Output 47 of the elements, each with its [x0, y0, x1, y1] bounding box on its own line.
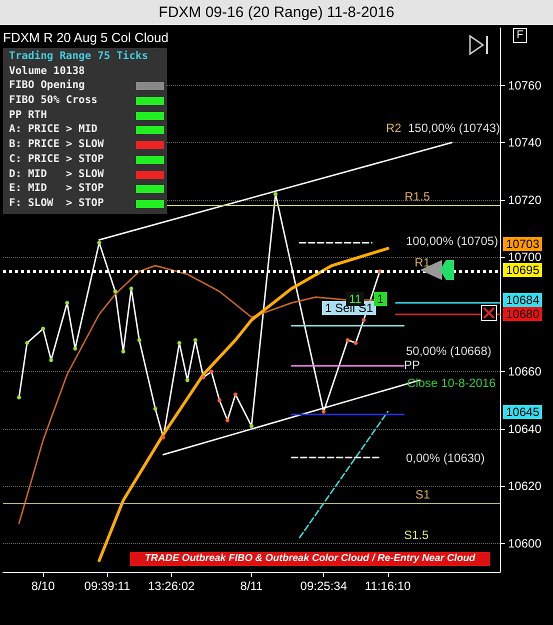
- text: 10645: [503, 405, 542, 419]
- annotation: B: PRICE > SLOW: [8, 138, 105, 152]
- text: F: [513, 28, 527, 43]
- x-tick-label: 09:25:34: [300, 579, 348, 593]
- annotation: D: MID > SLOW: [8, 168, 105, 182]
- y-tick-label: 10660: [508, 364, 542, 379]
- annotation: F: SLOW > STOP: [8, 196, 105, 211]
- x-tick-label: 13:26:02: [148, 579, 196, 593]
- annotation: 0,00% (10630): [406, 451, 485, 465]
- annotation: 150,00% (10743): [408, 121, 500, 135]
- annotation: E: MID > STOP: [8, 182, 105, 196]
- annotation: 1: [374, 292, 387, 306]
- x-tick-label: 8/10: [31, 579, 56, 593]
- x-tick-label: 11:16:10: [364, 579, 412, 593]
- ref-line-label: S1: [415, 487, 430, 502]
- y-tick-label: 10740: [508, 136, 542, 150]
- y-tick-label: 10620: [508, 479, 542, 494]
- y-tick-label: 10760: [508, 78, 542, 92]
- annotation: R2: [386, 121, 402, 135]
- text: 10703: [503, 237, 542, 251]
- annotation: FIBO Opening: [8, 79, 86, 94]
- chart-subtitle: FDXM R 20 Aug 5 Col Cloud: [3, 30, 168, 45]
- annotation: C: PRICE > STOP: [8, 152, 105, 167]
- annotation: Volume 10138: [8, 64, 86, 79]
- annotation: Close 10-8-2016: [407, 376, 496, 390]
- annotation: 50,00% (10668): [406, 344, 492, 358]
- ref-line-label: R1.5: [404, 190, 430, 204]
- annotation: PP RTH: [8, 108, 48, 123]
- x-tick-label: 09:39:11: [84, 579, 130, 593]
- annotation: A: PRICE > MID: [8, 123, 99, 138]
- annotation: 100,00% (10705): [406, 234, 498, 248]
- y-tick-label: 10720: [508, 192, 542, 207]
- text: 10684: [503, 293, 542, 307]
- annotation: Trading Range 75 Ticks: [8, 50, 150, 64]
- annotation: 11: [346, 292, 364, 306]
- annotation: FIBO 50% Cross: [8, 94, 99, 108]
- ref-line-label: R1: [414, 255, 430, 270]
- x-tick-label: 8/11: [240, 579, 264, 593]
- annotation: S1.5: [404, 528, 429, 542]
- text: 10695: [503, 263, 542, 277]
- text: 10680: [503, 307, 542, 321]
- y-tick-label: 10640: [508, 422, 542, 436]
- annotation: PP: [404, 358, 420, 372]
- y-tick-label: 10700: [508, 250, 542, 264]
- annotation: TRADE Outbreak FIBO & Outbreak Color Cloud / Re-Entry Near Cloud: [130, 552, 490, 566]
- chart-title: FDXM 09-16 (20 Range) 11-8-2016: [0, 0, 553, 25]
- y-tick-label: 10600: [508, 536, 542, 550]
